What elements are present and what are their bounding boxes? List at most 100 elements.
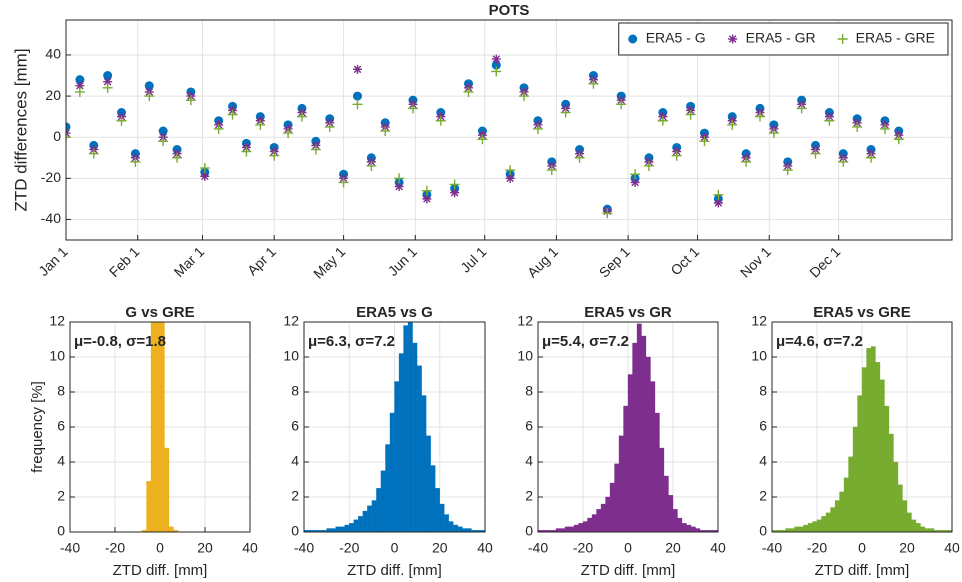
bar xyxy=(389,412,395,532)
point xyxy=(324,121,335,132)
point xyxy=(532,123,543,134)
bar xyxy=(834,500,840,532)
point xyxy=(185,95,196,106)
bar xyxy=(915,523,921,532)
point xyxy=(283,128,294,139)
bar xyxy=(848,456,854,532)
bar xyxy=(362,510,368,532)
bar xyxy=(385,444,391,532)
bar xyxy=(335,526,341,532)
bar xyxy=(902,500,908,532)
point xyxy=(602,208,613,219)
point xyxy=(144,81,154,91)
x-axis-label: ZTD diff. [mm] xyxy=(815,562,910,579)
point xyxy=(255,119,266,130)
legend-label: ERA5 - GRE xyxy=(856,30,935,46)
x-tick-label: Nov 1 xyxy=(737,243,774,280)
chart-title: ERA5 vs GR xyxy=(584,304,672,321)
x-tick-label: May 1 xyxy=(310,243,348,281)
y-tick-label: 6 xyxy=(525,418,533,434)
point xyxy=(380,126,391,137)
bar xyxy=(825,512,831,532)
bar xyxy=(155,322,161,532)
point xyxy=(796,103,807,114)
bar xyxy=(888,433,894,532)
bar xyxy=(897,484,903,532)
x-tick-label: Apr 1 xyxy=(244,243,279,278)
bar xyxy=(911,519,917,532)
x-tick-label: 0 xyxy=(858,540,866,556)
x-tick-label: 40 xyxy=(944,540,960,556)
bar xyxy=(843,477,849,532)
bar xyxy=(398,353,404,532)
point xyxy=(366,160,377,171)
bar xyxy=(654,412,660,532)
bar xyxy=(349,523,355,532)
x-tick-label: Jul 1 xyxy=(457,243,489,275)
y-tick-label: 12 xyxy=(751,313,767,329)
y-tick-label: 0 xyxy=(759,523,767,539)
y-tick-label: 8 xyxy=(759,383,767,399)
bar xyxy=(146,481,152,532)
point xyxy=(74,86,85,97)
y-tick-label: 8 xyxy=(57,383,65,399)
bar xyxy=(929,528,935,532)
point xyxy=(657,115,668,126)
bar xyxy=(807,523,813,532)
bar xyxy=(457,526,463,532)
point xyxy=(130,156,141,167)
y-tick-label: -40 xyxy=(41,210,61,226)
marks xyxy=(772,346,952,532)
marks xyxy=(304,322,485,532)
bar xyxy=(816,519,822,532)
bar xyxy=(434,488,441,532)
x-tick-label: Dec 1 xyxy=(806,243,843,280)
point xyxy=(713,189,724,200)
point xyxy=(75,75,85,85)
bar xyxy=(906,512,912,532)
annotation: μ=6.3, σ=7.2 xyxy=(308,333,395,350)
bar xyxy=(412,342,418,532)
y-tick-label: 12 xyxy=(283,313,299,329)
point xyxy=(422,194,432,204)
point xyxy=(66,132,71,143)
y-tick-label: 12 xyxy=(49,313,65,329)
bar xyxy=(609,482,615,532)
point xyxy=(477,134,488,145)
x-tick-label: Mar 1 xyxy=(171,243,208,280)
legend-label: ERA5 - GR xyxy=(746,30,816,46)
axes-box xyxy=(771,321,953,533)
y-tick-label: 2 xyxy=(57,488,65,504)
bar xyxy=(695,528,701,532)
point xyxy=(713,198,723,208)
bar xyxy=(582,521,588,532)
bar xyxy=(555,528,561,532)
bar xyxy=(798,526,804,532)
bar xyxy=(425,435,431,532)
bar xyxy=(861,367,867,532)
point xyxy=(588,78,599,89)
bar xyxy=(623,405,629,532)
x-axis-label: ZTD diff. [mm] xyxy=(113,562,208,579)
y-tick-label: 10 xyxy=(49,348,65,364)
point xyxy=(463,86,474,97)
point xyxy=(158,136,169,147)
bar xyxy=(839,491,845,532)
bar xyxy=(480,530,485,532)
bar xyxy=(439,503,445,532)
y-axis-label: ZTD differences [mm] xyxy=(11,48,30,211)
y-tick-label: 4 xyxy=(291,453,299,469)
bar xyxy=(893,461,899,532)
y-tick-label: 0 xyxy=(57,523,65,539)
bar xyxy=(794,526,800,532)
x-tick-label: Oct 1 xyxy=(667,243,702,278)
x-tick-label: 20 xyxy=(665,540,681,556)
y-tick-label: 2 xyxy=(291,488,299,504)
point xyxy=(200,171,210,181)
point xyxy=(199,163,210,174)
bar xyxy=(444,514,450,532)
y-tick-label: 12 xyxy=(517,313,533,329)
point xyxy=(838,156,849,167)
bar xyxy=(677,517,683,532)
